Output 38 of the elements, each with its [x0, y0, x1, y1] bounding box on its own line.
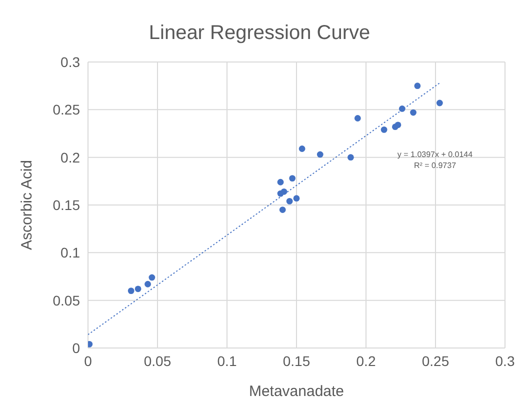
- point: [436, 100, 443, 106]
- y-tick-label: 0.1: [60, 244, 80, 261]
- point: [289, 175, 296, 182]
- y-tick-label: 0.3: [60, 54, 80, 70]
- point: [394, 122, 402, 128]
- x-tick-label: 0.1: [217, 352, 237, 369]
- chart-title: Linear Regression Curve: [148, 22, 372, 45]
- annotation: y = 1.0397x + 0.0144: [396, 149, 474, 160]
- point: [298, 146, 306, 152]
- x-tick-label: 0.25: [422, 352, 450, 369]
- x-axis-title: Metavanadate: [248, 383, 344, 400]
- point: [293, 195, 300, 202]
- point: [414, 82, 421, 90]
- x-tick-label: 0: [84, 352, 92, 369]
- point: [134, 286, 142, 292]
- y-axis-title: Ascorbic Acid: [18, 160, 36, 250]
- annotation: R² = 0.9737: [412, 160, 458, 171]
- point: [316, 151, 324, 158]
- y-tick-label: 0: [72, 340, 80, 356]
- point: [128, 288, 134, 294]
- y-tick-label: 0.05: [52, 292, 80, 308]
- y-tick-label: 0.15: [52, 196, 80, 213]
- point: [280, 188, 288, 195]
- x-tick-label: 0.15: [282, 352, 310, 369]
- point: [410, 109, 416, 116]
- x-tick-label: 0.3: [495, 352, 515, 369]
- y-tick-label: 0.25: [52, 102, 80, 118]
- x-tick-label: 0.05: [144, 352, 172, 369]
- point: [148, 274, 156, 281]
- point: [286, 198, 293, 204]
- point: [144, 280, 151, 288]
- y-tick-label: 0.2: [60, 149, 80, 166]
- point: [354, 115, 361, 122]
- point: [277, 178, 284, 186]
- point: [279, 206, 286, 213]
- point: [380, 126, 388, 133]
- point: [348, 154, 354, 161]
- x-tick-label: 0.2: [356, 352, 376, 369]
